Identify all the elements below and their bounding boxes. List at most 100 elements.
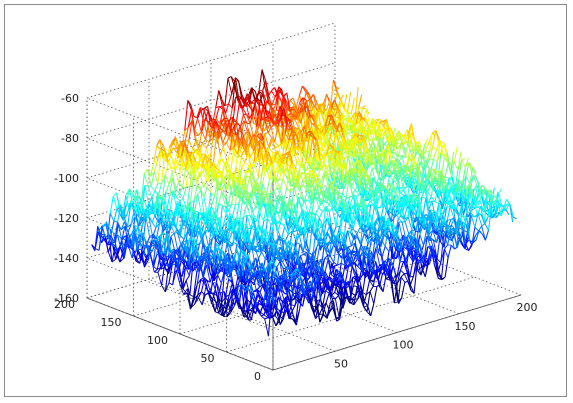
surface-segment <box>251 227 256 231</box>
surface-segment <box>192 262 198 273</box>
surface-segment <box>109 213 115 222</box>
surface-segment <box>185 275 190 281</box>
surface-segment <box>229 127 234 151</box>
surface-segment <box>394 151 400 163</box>
surface-segment <box>328 201 333 205</box>
surface-segment <box>364 151 370 168</box>
surface-segment <box>257 133 262 136</box>
surface-segment <box>241 188 247 197</box>
surface-segment <box>236 127 241 140</box>
surface-segment <box>128 246 133 259</box>
surface-segment <box>161 174 166 202</box>
surface-segment <box>224 118 229 125</box>
surface-segment <box>152 240 157 265</box>
surface-segment <box>278 198 282 202</box>
y-axis-line <box>86 297 274 371</box>
surface-segment <box>429 158 434 160</box>
surface-segment <box>182 204 187 208</box>
surface-segment <box>436 141 441 162</box>
surface-segment <box>175 192 180 198</box>
surface-segment <box>168 265 173 283</box>
surface-segment <box>361 120 366 136</box>
surface-segment <box>200 277 205 280</box>
surface-segment <box>196 265 201 285</box>
surface-segment <box>286 166 291 188</box>
surface-segment <box>354 184 359 191</box>
surface-segment <box>294 144 299 151</box>
surface-segment <box>398 155 403 163</box>
surface-segment <box>235 185 240 198</box>
surface-segment <box>228 103 233 109</box>
surface-segment <box>307 199 312 206</box>
surface-segment <box>341 151 346 156</box>
surface-segment <box>313 153 318 170</box>
surface-segment <box>273 210 278 215</box>
surface-segment <box>165 217 171 222</box>
surface-segment <box>339 122 344 138</box>
surface-segment <box>213 164 219 179</box>
surface-segment <box>181 259 186 262</box>
surface-segment <box>387 140 392 144</box>
surface-segment <box>334 191 339 197</box>
surface-segment <box>246 214 251 217</box>
surface-segment <box>341 184 347 194</box>
surface-segment <box>223 142 227 147</box>
surface-segment <box>365 176 371 191</box>
surface-segment <box>358 143 364 158</box>
surface-segment <box>137 200 142 205</box>
surface-segment <box>309 156 314 160</box>
surface-segment <box>293 108 298 114</box>
surface-segment <box>134 204 139 218</box>
surface-segment <box>276 187 282 197</box>
surface-segment <box>225 134 230 137</box>
surface-segment <box>428 133 433 152</box>
surface-segment <box>411 131 417 143</box>
surface-segment <box>144 201 149 215</box>
surface-segment <box>158 195 163 199</box>
surface-segment <box>204 110 209 120</box>
surface-segment <box>365 161 371 171</box>
surface-segment <box>134 225 139 228</box>
surface-segment <box>424 138 429 145</box>
surface-segment <box>165 210 170 219</box>
surface-segment <box>302 211 307 216</box>
surface-segment <box>347 118 352 129</box>
surface-segment <box>273 123 279 128</box>
surface-segment <box>367 159 372 164</box>
surface-segment <box>128 188 134 203</box>
surface-segment <box>243 136 248 148</box>
surface-segment <box>182 208 187 212</box>
surface-segment <box>356 134 361 137</box>
surface-segment <box>409 168 414 188</box>
surface-segment <box>213 274 219 294</box>
surface-segment <box>333 99 339 109</box>
surface-segment <box>206 209 211 214</box>
surface-segment <box>219 131 224 146</box>
surface-segment <box>250 150 255 158</box>
surface-segment <box>150 185 156 192</box>
surface-segment <box>137 203 142 205</box>
surface-segment <box>205 257 210 263</box>
surface-segment <box>173 152 178 166</box>
surface-segment <box>130 204 135 210</box>
surface-segment <box>209 159 214 164</box>
surface-segment <box>422 154 427 161</box>
surface-segment <box>322 94 328 114</box>
surface-segment <box>197 194 202 216</box>
surface-segment <box>164 150 169 162</box>
surface-segment <box>308 115 312 118</box>
surface-segment <box>105 221 111 242</box>
surface-segment <box>246 204 251 216</box>
surface-segment <box>184 100 189 131</box>
surface-segment <box>293 113 298 117</box>
surface-segment <box>240 140 245 151</box>
surface-segment <box>310 98 315 106</box>
surface-segment <box>224 103 230 114</box>
surface-segment <box>150 171 155 187</box>
surface-segment <box>354 87 359 122</box>
surface-segment <box>197 154 202 169</box>
surface-segment <box>302 85 307 94</box>
surface-segment <box>208 121 213 129</box>
surface-segment <box>432 149 438 160</box>
surface-segment <box>338 131 343 138</box>
